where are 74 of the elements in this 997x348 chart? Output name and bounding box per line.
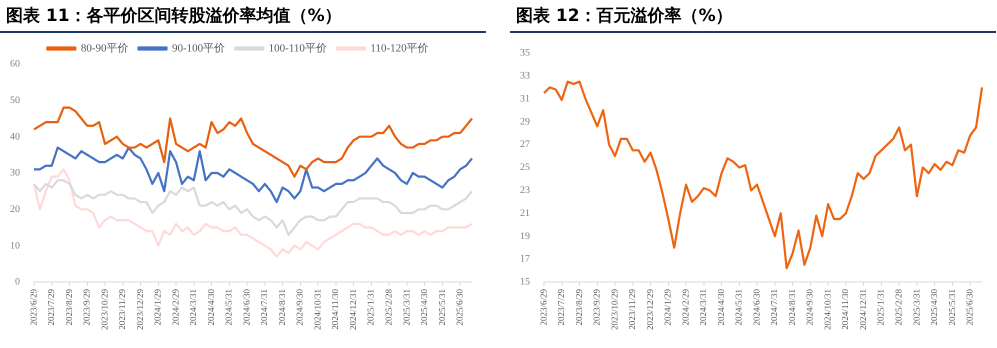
x-tick-label: 2024/8/31 [786,289,797,326]
x-tick-label: 2023/7/29 [556,288,566,326]
x-tick-label: 2024/1/29 [152,288,163,326]
x-tick-label: 2025/1/31 [366,289,376,326]
x-tick-label: 2024/2/29 [680,288,690,326]
x-tick-label: 2024/10/31 [312,289,322,330]
x-tick-label: 2024/7/31 [259,289,270,326]
x-tick-label: 2023/12/29 [134,288,145,330]
x-tick-label: 2024/4/30 [206,288,216,326]
y-tick-label: 21 [520,208,530,219]
x-tick-label: 2025/5/31 [436,289,447,326]
x-tick-label: 2024/6/30 [751,288,762,326]
x-tick-label: 2024/11/30 [330,288,340,330]
x-tick-label: 2023/9/29 [82,288,92,326]
legend-label: 110-120平价 [370,42,429,54]
x-tick-label: 2024/11/30 [840,288,850,330]
x-tick-label: 2024/5/31 [224,289,234,326]
x-tick-label: 2024/12/31 [858,289,868,330]
y-tick-label: 17 [520,254,530,265]
y-tick-label: 15 [520,276,530,288]
y-tick-label: 10 [10,240,20,252]
y-tick-label: 23 [520,185,530,196]
x-tick-label: 2023/12/29 [644,288,655,330]
x-tick-label: 2024/3/31 [188,289,198,326]
x-tick-label: 2023/11/29 [627,288,638,330]
x-tick-label: 2024/12/31 [348,289,358,330]
legend-label: 80-90平价 [80,42,129,54]
y-tick-label: 40 [10,131,20,142]
x-tick-label: 2024/7/31 [769,289,780,326]
x-tick-label: 2023/10/29 [99,288,110,330]
y-tick-label: 0 [15,276,20,288]
y-tick-label: 50 [10,94,20,106]
legend-label: 100-110平价 [268,42,327,54]
x-tick-label: 2024/10/31 [822,289,832,330]
x-tick-label: 2024/8/31 [276,289,287,326]
y-tick-label: 29 [520,116,530,128]
x-tick-label: 2024/9/30 [294,288,305,326]
x-tick-label: 2023/10/29 [609,288,620,330]
x-tick-label: 2025/2/28 [383,288,394,326]
x-tick-label: 2023/8/29 [574,288,584,326]
y-tick-label: 25 [520,162,530,174]
x-tick-label: 2025/1/31 [876,289,886,326]
x-tick-label: 2025/3/31 [911,289,922,326]
chart-title: 图表 11：各平价区间转股溢价率均值（%） [0,0,486,33]
x-tick-label: 2023/8/29 [64,288,74,326]
y-tick-label: 20 [10,204,20,215]
x-tick-label: 2025/5/31 [946,289,957,326]
x-tick-label: 2024/1/29 [662,288,673,326]
x-tick-label: 2023/9/29 [592,288,602,326]
x-tick-label: 2023/7/29 [46,288,56,326]
x-tick-label: 2023/11/29 [117,288,128,330]
legend-label: 90-100平价 [172,42,226,54]
x-tick-label: 2025/4/30 [419,288,430,326]
y-tick-label: 35 [520,48,530,59]
x-tick-label: 2023/6/29 [28,288,38,326]
x-tick-label: 2025/6/30 [454,288,465,326]
chart-title: 图表 12：百元溢价率（%） [510,0,996,33]
y-tick-label: 60 [10,58,20,70]
x-tick-label: 2024/6/30 [241,288,252,326]
x-tick-label: 2024/5/31 [734,289,744,326]
x-tick-label: 2025/3/31 [401,289,412,326]
x-tick-label: 2025/6/30 [964,288,975,326]
x-tick-label: 2024/9/30 [804,288,815,326]
y-tick-label: 33 [520,70,530,82]
y-tick-label: 30 [10,168,20,179]
x-tick-label: 2025/4/30 [929,288,940,326]
y-tick-label: 19 [520,230,530,242]
x-tick-label: 2024/2/29 [170,288,180,326]
y-tick-label: 31 [520,93,530,104]
x-tick-label: 2025/2/28 [893,288,904,326]
y-tick-label: 27 [520,139,530,150]
x-tick-label: 2024/4/30 [716,288,726,326]
x-tick-label: 2023/6/29 [538,288,548,326]
x-tick-label: 2024/3/31 [698,289,708,326]
